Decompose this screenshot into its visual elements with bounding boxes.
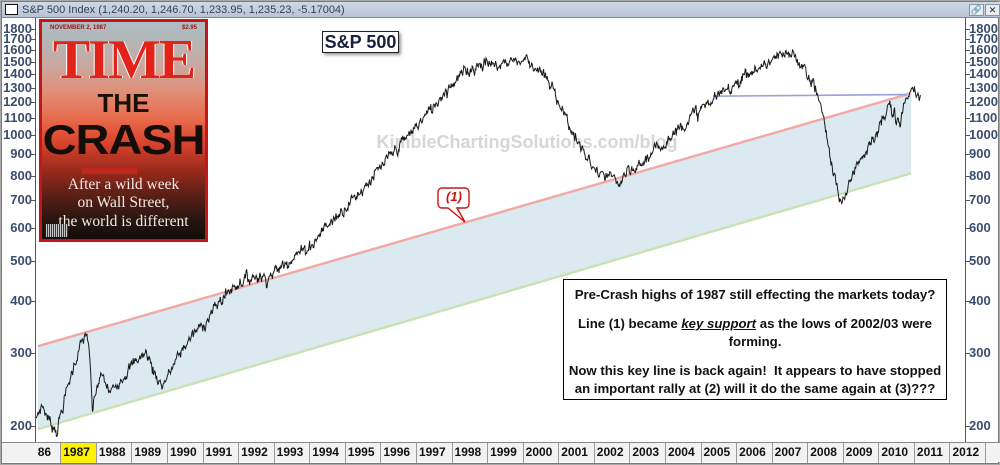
svg-text:(1): (1) [446, 189, 462, 204]
